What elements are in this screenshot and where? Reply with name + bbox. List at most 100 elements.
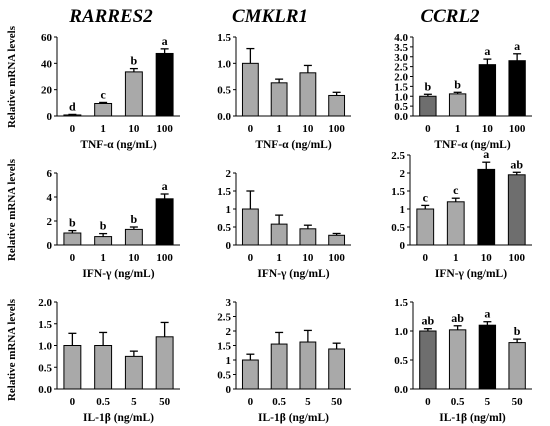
x-tick-label: 0	[248, 396, 254, 408]
y-tick-label: 1.0	[38, 341, 52, 353]
x-tick-label: 0	[425, 123, 431, 135]
significance-letter: b	[69, 216, 76, 230]
y-tick-label: 2.5	[394, 62, 408, 74]
chart-panel-3: 0.00.51.01.52.02.53.03.54.0 b 0 b 1 a 10 a 100 TN…	[394, 32, 532, 151]
y-tick-label: 1	[400, 204, 406, 216]
bar	[94, 236, 113, 246]
x-tick-label: 5	[485, 396, 491, 408]
x-tick-label: 0	[423, 252, 429, 264]
bar	[299, 341, 317, 390]
y-tick-label: 0.5	[38, 362, 52, 374]
y-tick-label: 1.0	[394, 91, 408, 103]
chart-panel-7: 0.0 0.5 1.0 1.5 2.0 0 0.5 5 50 IL-1β (ng/mL)	[38, 297, 180, 424]
bar	[508, 342, 526, 390]
y-tick-label: 1.0	[394, 326, 408, 338]
bar	[270, 82, 288, 117]
y-tick-label: 0	[226, 384, 232, 396]
bar	[94, 102, 113, 117]
y-tick-label: 2	[226, 168, 232, 180]
bar	[299, 72, 317, 117]
x-tick-label: 100	[509, 252, 526, 264]
bar	[419, 330, 437, 390]
y-tick-label: 0.5	[394, 101, 408, 113]
bar	[241, 359, 259, 390]
y-tick-label: 60	[41, 32, 53, 44]
bar	[155, 198, 174, 246]
x-tick-label: 0.5	[272, 396, 286, 408]
y-axis-label-row2: Relative mRNA levels	[6, 158, 18, 261]
y-tick-label: 2	[226, 326, 232, 338]
significance-letter: c	[453, 183, 459, 197]
chart-panel-2: 0.0 0.5 1.0 1.5 0 1 10 100 TNF-α (ng/mL)	[217, 32, 351, 151]
significance-letter: a	[162, 34, 168, 48]
x-axis-label: IFN-γ (ng/mL)	[435, 268, 507, 280]
y-tick-label: 1	[226, 204, 232, 216]
x-axis-label: IL-1β (ng/mL)	[258, 412, 329, 424]
y-tick-label: 2	[400, 168, 406, 180]
bar	[299, 228, 317, 246]
bar	[241, 208, 259, 246]
x-axis-label: TNF-α (ng/mL)	[434, 139, 511, 151]
y-tick-label: 0	[47, 240, 53, 252]
significance-letter: ab	[451, 311, 464, 325]
y-tick-label: 2.0	[38, 297, 52, 309]
y-tick-label: 0	[226, 240, 232, 252]
x-tick-label: 1	[455, 123, 461, 135]
x-tick-label: 10	[128, 123, 140, 135]
x-axis-label: IFN-γ (ng/mL)	[82, 268, 154, 280]
y-tick-label: 1.0	[217, 58, 231, 70]
x-tick-label: 0	[248, 123, 254, 135]
bar	[478, 324, 497, 390]
significance-letter: a	[484, 307, 490, 321]
bar	[328, 94, 346, 117]
bar	[448, 93, 467, 117]
x-tick-label: 0	[425, 396, 431, 408]
y-tick-label: 0.5	[217, 85, 231, 97]
x-tick-label: 10	[302, 123, 314, 135]
gene-title-rarres2: RARRES2	[68, 6, 153, 27]
y-tick-label: 3.0	[394, 52, 408, 64]
x-axis-label: IFN-γ (ng/mL)	[257, 268, 329, 280]
gene-title-cmklr1: CMKLR1	[232, 6, 308, 27]
y-tick-label: 0.0	[38, 384, 52, 396]
bar	[63, 114, 82, 117]
x-tick-label: 0.5	[96, 396, 110, 408]
x-tick-label: 50	[331, 396, 343, 408]
significance-letter: a	[484, 44, 490, 58]
significance-letter: ab	[510, 157, 523, 171]
y-tick-label: 2.0	[394, 72, 408, 84]
y-axis-label-row1: Relative mRNA levels	[6, 25, 18, 128]
x-tick-label: 100	[328, 123, 345, 135]
x-tick-label: 50	[512, 396, 524, 408]
x-tick-label: 0	[70, 252, 76, 264]
significance-letter: b	[100, 219, 107, 233]
bar	[507, 174, 526, 246]
y-tick-label: 0.0	[394, 384, 408, 396]
y-tick-label: 1.5	[217, 32, 231, 44]
x-tick-label: 5	[131, 396, 137, 408]
y-tick-label: 1.5	[394, 297, 408, 309]
bar	[63, 345, 82, 390]
x-tick-label: 1	[100, 123, 106, 135]
y-tick-label: 2.5	[217, 312, 231, 324]
y-tick-label: 2	[47, 216, 53, 228]
x-tick-label: 0	[248, 252, 254, 264]
x-tick-label: 50	[159, 396, 171, 408]
y-tick-label: 0.5	[391, 222, 405, 234]
y-tick-label: 0.0	[394, 111, 408, 123]
y-tick-label: 40	[41, 58, 53, 70]
x-tick-label: 1	[276, 123, 282, 135]
significance-letter: c	[100, 87, 106, 101]
bar	[477, 168, 496, 246]
y-tick-label: 0.0	[217, 111, 231, 123]
bar	[416, 208, 435, 246]
significance-letter: b	[131, 54, 138, 68]
bar	[478, 64, 497, 117]
y-tick-label: 4	[47, 192, 53, 204]
y-tick-label: 3.5	[394, 42, 408, 54]
bar	[94, 345, 113, 390]
